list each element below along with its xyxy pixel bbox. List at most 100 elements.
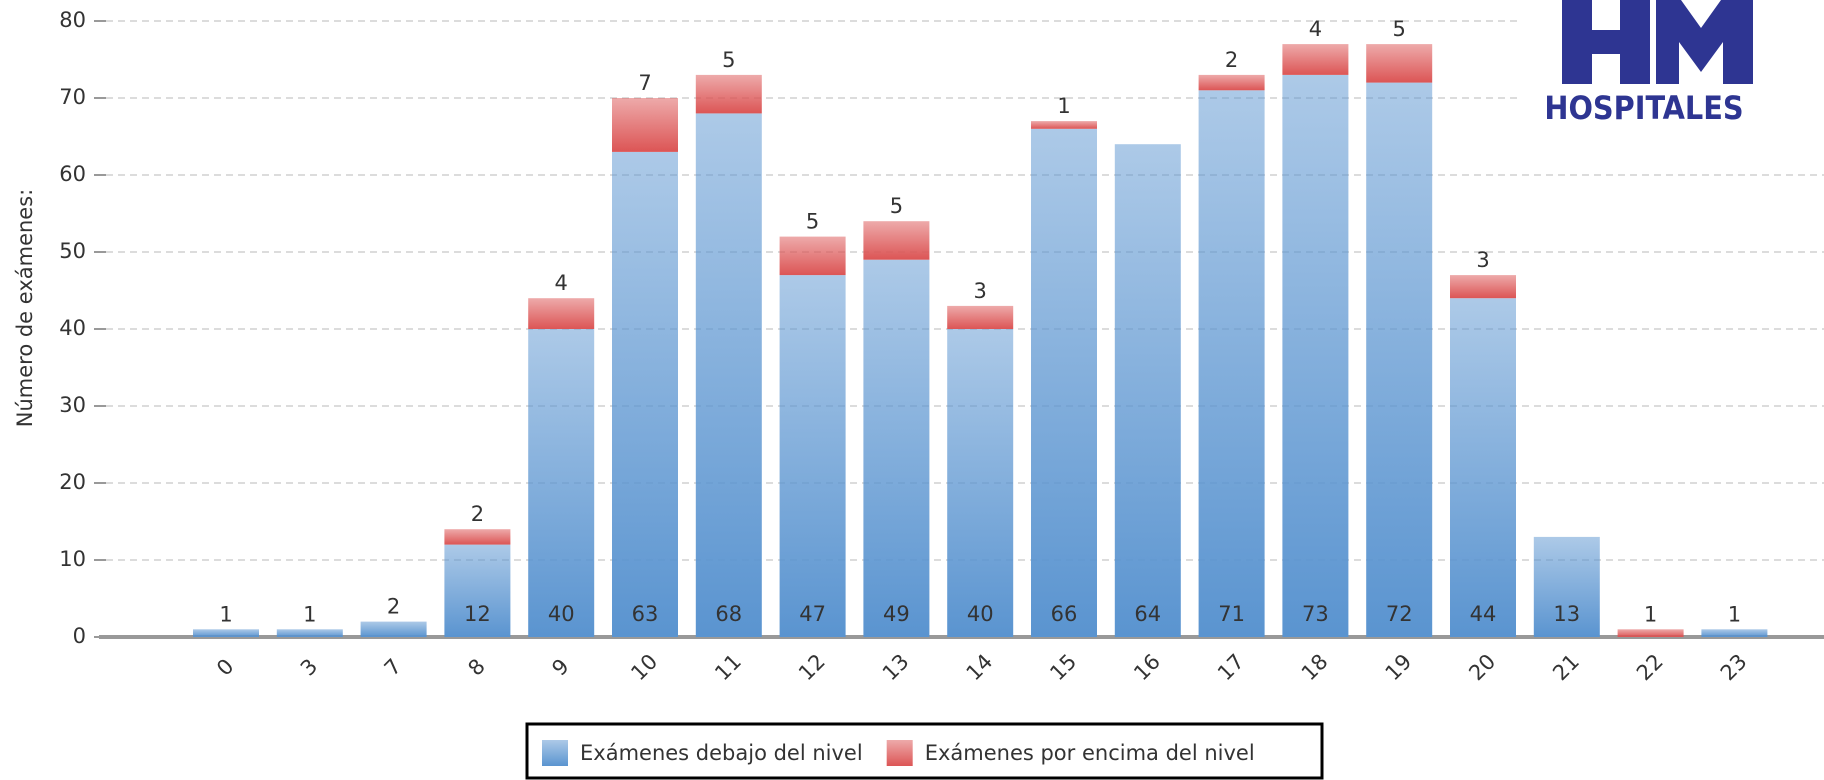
y-tick-label: 10 (59, 547, 86, 571)
bar-segment (1031, 128, 1097, 638)
data-label: 40 (967, 602, 994, 626)
bar-segment (695, 74, 762, 114)
data-label: 2 (471, 502, 484, 526)
bar-segment (1533, 536, 1600, 637)
y-tick-label: 70 (59, 85, 86, 109)
data-label: 49 (883, 602, 910, 626)
x-tick-label: 17 (1213, 649, 1249, 685)
x-tick-label: 0 (212, 654, 238, 680)
logo: HOSPITALES (1520, 0, 1824, 130)
data-label: 4 (555, 271, 568, 295)
data-label: 47 (799, 602, 826, 626)
data-label: 71 (1218, 602, 1245, 626)
bar-segment (528, 329, 595, 637)
bar-segment (1450, 298, 1516, 637)
data-label: 4 (1309, 17, 1322, 41)
data-label: 73 (1302, 602, 1329, 626)
bar-segment (276, 629, 343, 637)
bar-segment (1366, 82, 1433, 638)
x-tick-label: 3 (296, 654, 322, 680)
bar-segment (695, 113, 762, 637)
bar-segment (1198, 74, 1265, 91)
y-tick-label: 60 (59, 162, 86, 186)
data-label: 5 (722, 48, 735, 72)
bar-segment (779, 275, 846, 637)
bar-segment (947, 305, 1014, 329)
bar-segment (360, 621, 427, 637)
x-tick-label: 12 (794, 649, 830, 685)
x-tick-label: 14 (962, 649, 998, 685)
bar-segment (612, 151, 678, 637)
data-label: 7 (638, 71, 651, 95)
data-label: 3 (1476, 248, 1489, 272)
x-tick-label: 8 (463, 654, 489, 680)
data-label: 13 (1553, 602, 1580, 626)
bar-segment (1114, 144, 1181, 637)
bar-segment (1701, 629, 1768, 637)
data-label: 1 (219, 602, 232, 626)
data-label: 3 (974, 279, 987, 303)
data-label: 40 (548, 602, 575, 626)
legend-swatch (542, 740, 568, 766)
bar-segment (1366, 44, 1433, 83)
data-label: 72 (1386, 602, 1413, 626)
x-tick-label: 22 (1632, 649, 1668, 685)
y-tick-label: 30 (59, 393, 86, 417)
x-tick-label: 21 (1548, 649, 1584, 685)
x-tick-label: 9 (547, 654, 573, 680)
bar-segment (1031, 121, 1097, 129)
x-tick-label: 19 (1381, 649, 1417, 685)
legend-box (525, 722, 1324, 780)
data-label: 44 (1470, 602, 1497, 626)
y-tick-label: 50 (59, 239, 86, 263)
x-tick-label: 16 (1129, 649, 1165, 685)
bar-segment (444, 544, 511, 637)
bar-segment (863, 259, 930, 637)
data-label: 64 (1134, 602, 1161, 626)
x-tick-label: 7 (380, 654, 406, 680)
bar-segment (947, 329, 1014, 637)
legend-label: Exámenes por encima del nivel (925, 741, 1255, 765)
bar-segment (1282, 74, 1349, 637)
data-label: 66 (1051, 602, 1078, 626)
data-label: 5 (890, 194, 903, 218)
y-tick-label: 0 (73, 624, 86, 648)
bar-segment (863, 221, 930, 260)
bar-segment (1450, 275, 1516, 299)
data-label: 2 (1225, 48, 1238, 72)
y-tick-label: 20 (59, 470, 86, 494)
data-label: 68 (715, 602, 742, 626)
data-label: 5 (1393, 17, 1406, 41)
legend-swatch (886, 740, 913, 766)
bar-segment (1617, 629, 1684, 637)
y-axis-label: Número de exámenes: (13, 189, 37, 428)
logo-mark (1562, 0, 1753, 84)
data-label: 1 (1057, 94, 1070, 118)
data-label: 5 (806, 210, 819, 234)
bar-segment (444, 529, 511, 545)
bar-segment (1198, 90, 1265, 638)
legend: Exámenes debajo del nivel Exámenes por en… (542, 740, 1255, 766)
data-label: 63 (632, 602, 659, 626)
y-tick-label: 40 (59, 316, 86, 340)
x-tick-label: 13 (878, 649, 914, 685)
x-tick-label: 18 (1297, 649, 1333, 685)
data-label: 12 (464, 602, 491, 626)
data-label: 2 (387, 595, 400, 619)
logo-text: HOSPITALES (1544, 89, 1743, 127)
x-tick-label: 11 (710, 649, 746, 685)
data-label: 1 (1644, 602, 1657, 626)
x-tick-label: 23 (1716, 649, 1752, 685)
bar-segment (193, 629, 259, 637)
bar-segment (612, 98, 678, 152)
x-tick-label: 10 (626, 649, 662, 685)
bar-segment (528, 298, 595, 329)
legend-label: Exámenes debajo del nivel (580, 741, 863, 765)
x-tick-label: 20 (1464, 649, 1500, 685)
bar-segment (779, 236, 846, 276)
x-tick-label: 15 (1045, 649, 1081, 685)
data-label: 1 (1728, 602, 1741, 626)
y-tick-label: 80 (59, 8, 86, 32)
data-label: 1 (303, 602, 316, 626)
